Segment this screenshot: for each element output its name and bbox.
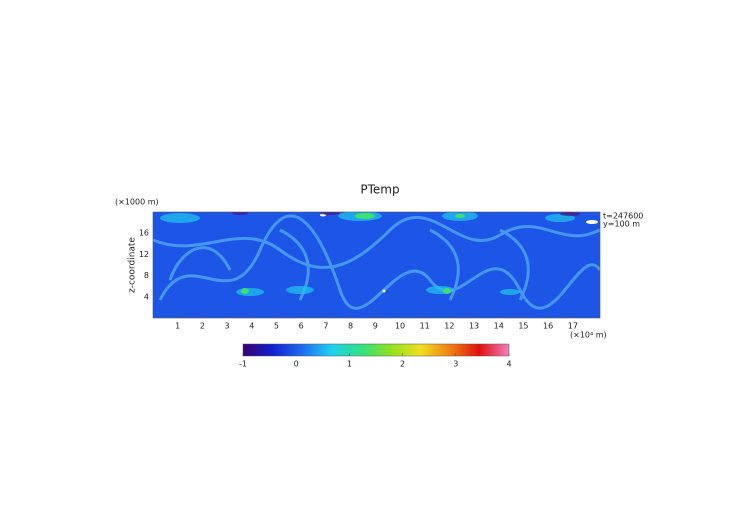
y-axis-label: z-coordinate xyxy=(128,237,138,293)
colorbar xyxy=(242,343,510,357)
x-tick-label: 9 xyxy=(373,322,378,331)
annotation: y=100 m xyxy=(603,220,640,229)
x-tick-label: 1 xyxy=(175,322,180,331)
colorbar-tick-label: 2 xyxy=(400,360,405,369)
colorbar-tick-label: 0 xyxy=(294,360,299,369)
x-tick-label: 13 xyxy=(469,322,479,331)
y-unit: (×1000 m) xyxy=(115,198,159,207)
y-tick-label: 8 xyxy=(144,271,149,280)
colorbar-tick-label: -1 xyxy=(239,360,247,369)
x-tick-label: 6 xyxy=(299,322,304,331)
x-tick-label: 4 xyxy=(249,322,254,331)
y-tick-label: 16 xyxy=(139,229,149,238)
x-tick-label: 5 xyxy=(274,322,279,331)
x-tick-label: 8 xyxy=(348,322,353,331)
x-unit: (×10⁴ m) xyxy=(570,331,607,340)
annotation: t=247600 xyxy=(603,212,643,221)
colorbar-tick-label: 1 xyxy=(347,360,352,369)
x-tick-label: 17 xyxy=(568,322,578,331)
chart-title: PTemp xyxy=(360,183,399,197)
y-tick-label: 4 xyxy=(144,292,149,301)
x-tick-label: 14 xyxy=(494,322,504,331)
colorbar-tick-label: 3 xyxy=(453,360,458,369)
x-tick-label: 2 xyxy=(200,322,205,331)
x-tick-label: 11 xyxy=(420,322,430,331)
x-tick-label: 12 xyxy=(444,322,454,331)
x-tick-label: 16 xyxy=(543,322,553,331)
x-tick-label: 7 xyxy=(323,322,328,331)
colorbar-tick-label: 4 xyxy=(506,360,511,369)
field xyxy=(153,212,600,318)
y-tick-label: 12 xyxy=(139,250,149,259)
x-tick-label: 3 xyxy=(225,322,230,331)
x-tick-label: 15 xyxy=(518,322,528,331)
x-tick-label: 10 xyxy=(395,322,405,331)
plot-frame xyxy=(152,211,601,319)
